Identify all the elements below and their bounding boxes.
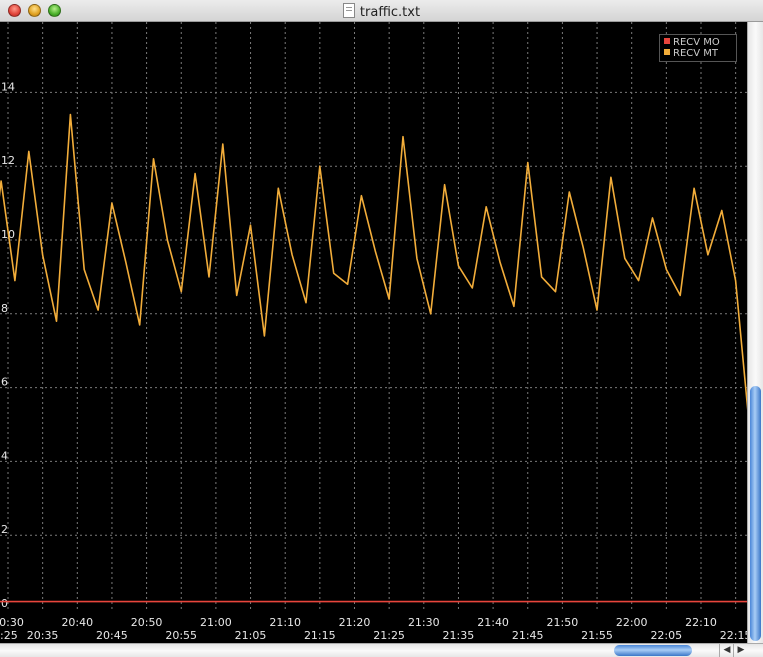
y-tick-label: 6 xyxy=(1,376,8,389)
legend-swatch-recv-mt xyxy=(664,49,670,55)
chart-area: 0246810121420:3020:4020:5021:0021:1021:2… xyxy=(0,22,763,643)
x-tick-label-upper: 20:50 xyxy=(131,616,163,629)
chart-legend: RECV MO RECV MT xyxy=(659,34,737,62)
title-bar: traffic.txt xyxy=(0,0,763,22)
scroll-right-arrow-icon[interactable]: ▶ xyxy=(733,644,748,657)
zoom-button[interactable] xyxy=(48,4,61,17)
x-tick-label-lower: 20:45 xyxy=(96,629,128,642)
x-tick-label-lower: :25 xyxy=(0,629,18,642)
y-tick-label: 0 xyxy=(1,597,8,610)
x-tick-label-upper: 20:40 xyxy=(61,616,93,629)
x-tick-label-upper: 22:10 xyxy=(685,616,717,629)
x-tick-label-upper: 21:40 xyxy=(477,616,509,629)
window-title: traffic.txt xyxy=(359,5,421,20)
x-tick-label-lower: 20:55 xyxy=(165,629,197,642)
vertical-scrollbar[interactable] xyxy=(747,22,763,643)
y-tick-label: 14 xyxy=(1,80,15,93)
x-tick-label-upper: 21:20 xyxy=(339,616,371,629)
x-tick-label-lower: 21:15 xyxy=(304,629,336,642)
x-tick-label-lower: 22:05 xyxy=(650,629,682,642)
x-tick-label-upper: 21:30 xyxy=(408,616,440,629)
x-tick-label-lower: 20:35 xyxy=(27,629,59,642)
minimize-button[interactable] xyxy=(28,4,41,17)
y-tick-label: 12 xyxy=(1,154,15,167)
legend-swatch-recv-mo xyxy=(664,38,670,44)
x-tick-label-upper: 21:00 xyxy=(200,616,232,629)
legend-item-recv-mt: RECV MT xyxy=(664,48,718,60)
traffic-chart: 0246810121420:3020:4020:5021:0021:1021:2… xyxy=(0,22,763,643)
plot-background xyxy=(0,22,747,643)
x-tick-label-lower: 21:25 xyxy=(373,629,405,642)
horizontal-scrollbar[interactable]: ◀ ▶ xyxy=(0,643,763,657)
x-tick-label-upper: 21:10 xyxy=(269,616,301,629)
close-button[interactable] xyxy=(8,4,21,17)
x-tick-label-upper: 22:00 xyxy=(616,616,648,629)
x-tick-label-lower: 21:45 xyxy=(512,629,544,642)
y-tick-label: 4 xyxy=(1,449,8,462)
x-tick-label-lower: 22:15 xyxy=(720,629,747,642)
series-line-recv-mt xyxy=(0,113,763,459)
window-title-wrap: traffic.txt xyxy=(0,3,763,20)
y-tick-label: 8 xyxy=(1,302,8,315)
x-tick-label-upper: 20:30 xyxy=(0,616,24,629)
document-icon xyxy=(342,3,355,18)
vertical-scroll-thumb[interactable] xyxy=(750,386,761,641)
legend-label-recv-mo: RECV MO xyxy=(673,37,720,48)
y-tick-label: 2 xyxy=(1,523,8,536)
legend-label-recv-mt: RECV MT xyxy=(673,48,719,59)
x-tick-label-lower: 21:35 xyxy=(443,629,475,642)
x-tick-label-lower: 21:05 xyxy=(235,629,267,642)
legend-item-recv-mo: RECV MO xyxy=(664,37,720,49)
x-tick-label-lower: 21:55 xyxy=(581,629,613,642)
x-tick-label-upper: 21:50 xyxy=(547,616,579,629)
horizontal-scroll-thumb[interactable] xyxy=(614,645,692,656)
scroll-left-arrow-icon[interactable]: ◀ xyxy=(719,644,734,657)
